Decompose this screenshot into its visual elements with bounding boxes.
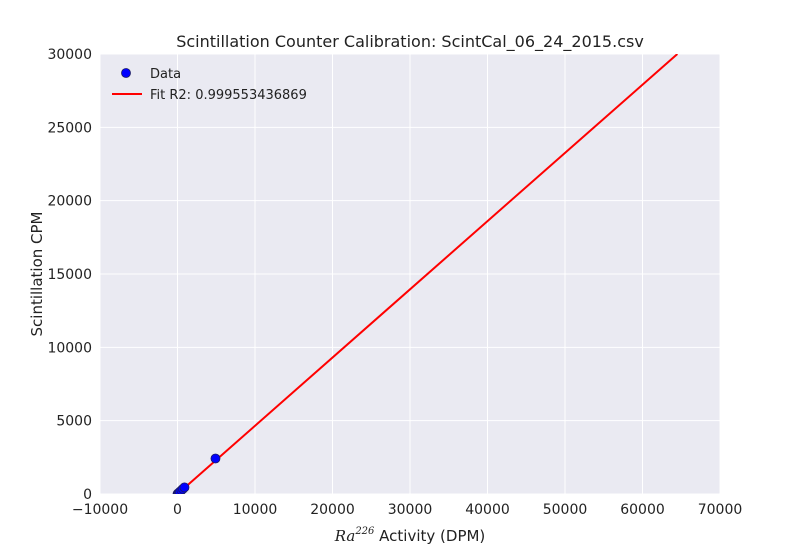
x-tick-label: 50000 bbox=[543, 502, 588, 518]
x-axis-label: Ra226 Activity (DPM) bbox=[334, 526, 486, 545]
fit-line bbox=[176, 54, 679, 494]
x-tick-label: 30000 bbox=[388, 502, 433, 518]
y-tick-label: 5000 bbox=[56, 414, 92, 430]
y-tick-label: 30000 bbox=[47, 47, 92, 63]
chart-title: Scintillation Counter Calibration: Scint… bbox=[176, 32, 644, 52]
legend-item: Data bbox=[121, 67, 181, 82]
x-tick-label: 60000 bbox=[620, 502, 665, 518]
data-point bbox=[179, 482, 190, 493]
legend-label: Data bbox=[150, 67, 181, 82]
y-tick-label: 10000 bbox=[47, 340, 92, 356]
y-tick-label: 20000 bbox=[47, 194, 92, 210]
x-axis-label-math: Ra bbox=[334, 527, 356, 545]
x-tick-label: 0 bbox=[173, 502, 182, 518]
legend-item: Fit R2: 0.999553436869 bbox=[112, 88, 307, 103]
grid bbox=[99, 53, 721, 495]
y-tick-label: 25000 bbox=[47, 120, 92, 136]
x-tick-label: 40000 bbox=[465, 502, 510, 518]
y-axis-label: Scintillation CPM bbox=[28, 212, 46, 337]
x-tick-label: 70000 bbox=[698, 502, 743, 518]
x-axis-label-superscript: 226 bbox=[354, 526, 375, 537]
legend: Data Fit R2: 0.999553436869 bbox=[112, 67, 307, 103]
data-point bbox=[210, 453, 221, 464]
legend-marker bbox=[121, 68, 131, 78]
legend-label: Fit R2: 0.999553436869 bbox=[150, 88, 307, 103]
x-axis-label-text: Activity (DPM) bbox=[374, 527, 485, 545]
series-layer bbox=[172, 54, 679, 494]
y-tick-label: 0 bbox=[83, 487, 92, 503]
y-tick-label: 15000 bbox=[47, 267, 92, 283]
x-tick-label: 20000 bbox=[310, 502, 355, 518]
x-tick-label: 10000 bbox=[233, 502, 278, 518]
x-tick-label: −10000 bbox=[72, 502, 128, 518]
tick-labels: −10000 0 10000 20000 30000 40000 50000 60000 700… bbox=[47, 47, 742, 518]
